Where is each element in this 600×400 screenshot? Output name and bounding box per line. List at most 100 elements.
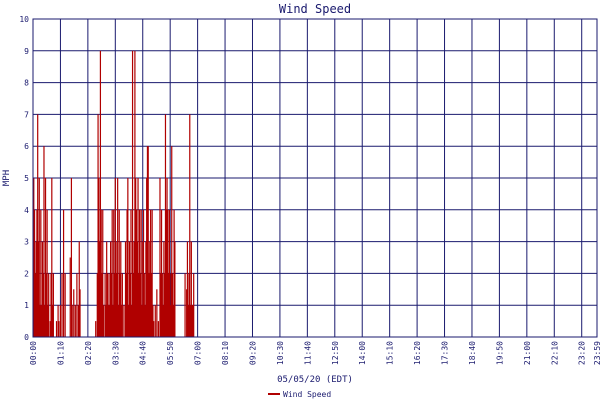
wind-bar <box>117 305 120 337</box>
y-tick-label: 4 <box>24 206 29 215</box>
wind-bar <box>123 305 125 337</box>
wind-bar <box>133 241 135 337</box>
wind-bar <box>108 273 110 337</box>
wind-bar <box>45 273 47 337</box>
wind-bar <box>48 273 50 337</box>
wind-bar <box>156 289 158 337</box>
wind-bar <box>109 305 111 337</box>
y-tick-label: 8 <box>24 79 29 88</box>
wind-bar <box>153 321 155 337</box>
wind-bar <box>152 305 154 337</box>
wind-bar <box>128 305 130 337</box>
wind-bar <box>102 209 104 337</box>
wind-bar <box>110 273 112 337</box>
y-tick-label: 1 <box>24 301 29 310</box>
y-tick-label: 10 <box>19 15 29 24</box>
wind-bar <box>43 146 45 337</box>
wind-bar <box>146 178 148 337</box>
wind-bar <box>105 305 107 337</box>
wind-bar <box>41 305 43 337</box>
wind-bar <box>112 305 114 337</box>
wind-bar <box>33 178 35 337</box>
wind-bar <box>187 305 189 337</box>
wind-bar <box>137 178 139 337</box>
wind-bar <box>55 321 58 337</box>
wind-bar <box>120 241 122 337</box>
wind-bar <box>191 305 193 337</box>
wind-bar <box>111 209 113 337</box>
y-tick-label: 3 <box>24 238 29 247</box>
wind-bar <box>76 273 78 337</box>
wind-bar <box>42 273 44 337</box>
x-tick-label: 22:10 <box>550 341 559 365</box>
wind-bar <box>107 305 109 337</box>
wind-bar <box>189 114 191 338</box>
wind-bar <box>99 50 102 338</box>
x-tick-label: 14:00 <box>358 341 367 365</box>
wind-bar <box>117 178 119 337</box>
wind-bar <box>151 209 153 337</box>
wind-bar <box>69 257 71 337</box>
wind-bar <box>139 209 141 337</box>
wind-bar <box>186 289 188 337</box>
wind-bar <box>40 209 42 337</box>
x-tick-label: 23:20 <box>578 341 587 365</box>
wind-bar <box>113 273 116 337</box>
wind-bar <box>99 241 101 337</box>
wind-bar <box>38 178 40 337</box>
x-tick-label: 12:50 <box>331 341 340 365</box>
wind-bar <box>101 273 103 337</box>
wind-bar <box>50 273 52 337</box>
wind-bar <box>190 241 192 337</box>
wind-bar <box>95 321 97 337</box>
wind-bar <box>139 273 141 337</box>
wind-bar <box>70 178 73 337</box>
wind-bar <box>74 305 76 337</box>
x-tick-label: 05:50 <box>166 341 175 365</box>
wind-bar <box>149 209 152 337</box>
y-tick-label: 2 <box>24 269 29 278</box>
y-tick-labels: 0 1 2 3 4 5 6 7 8 9 10 <box>19 15 29 342</box>
x-tick-label: 01:10 <box>56 341 65 365</box>
wind-bar <box>71 305 73 337</box>
wind-bar <box>110 241 112 337</box>
x-tick-labels: 00:00 01:10 02:20 03:30 04:40 05:50 07:00 08:10… <box>29 341 600 365</box>
wind-bar <box>121 273 123 337</box>
wind-bar <box>106 273 109 337</box>
wind-bar <box>150 273 152 337</box>
wind-bar <box>128 241 131 337</box>
wind-bar <box>126 209 128 337</box>
legend-label-wind-speed: Wind Speed <box>283 390 331 399</box>
wind-bar <box>142 241 144 337</box>
wind-bar <box>129 273 131 337</box>
wind-bar <box>34 273 36 337</box>
wind-bar <box>102 305 105 337</box>
x-tick-label: 09:20 <box>248 341 257 365</box>
x-tick-label: 10:30 <box>276 341 285 365</box>
wind-bar <box>142 209 145 337</box>
wind-bar <box>61 273 63 337</box>
wind-bar <box>44 178 47 337</box>
plot-frame <box>32 18 598 338</box>
wind-bar <box>163 241 165 337</box>
wind-bar <box>159 178 161 337</box>
wind-bar <box>160 209 163 337</box>
wind-bar <box>131 305 133 337</box>
wind-bar <box>39 305 41 337</box>
wind-bar <box>52 273 54 337</box>
wind-bar <box>149 241 151 337</box>
wind-bar <box>171 146 173 337</box>
y-tick-label: 7 <box>24 110 29 119</box>
wind-bar <box>166 178 168 337</box>
x-tick-label: 17:30 <box>441 341 450 365</box>
wind-bar <box>141 305 143 337</box>
wind-bar <box>47 305 49 337</box>
y-axis-label: MPH <box>2 170 12 186</box>
wind-bar <box>168 273 170 337</box>
y-tick-label: 9 <box>24 47 29 56</box>
x-tick-label: 11:40 <box>303 341 312 365</box>
wind-bar <box>144 305 146 337</box>
wind-bar <box>37 114 39 338</box>
wind-bar <box>161 273 163 337</box>
